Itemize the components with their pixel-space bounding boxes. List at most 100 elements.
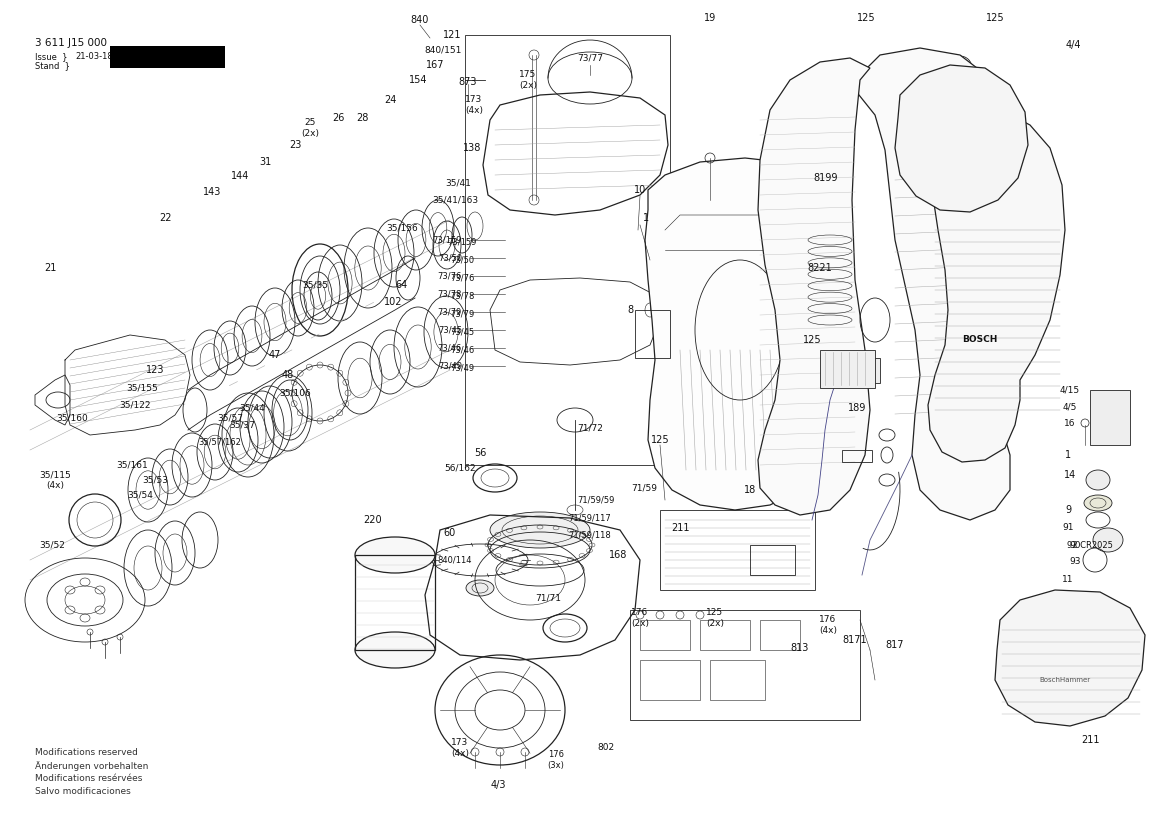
Text: 18: 18 [743, 485, 756, 495]
Bar [1090, 390, 1130, 445]
Bar [630, 610, 860, 720]
Text: 220: 220 [364, 515, 382, 525]
Bar [710, 660, 765, 700]
Text: 73/49: 73/49 [438, 362, 462, 371]
Polygon shape [928, 108, 1065, 462]
Text: 71/59/117: 71/59/117 [568, 514, 611, 523]
Text: Modifications resérvées: Modifications resérvées [35, 774, 143, 783]
Text: 873: 873 [458, 77, 477, 87]
Text: 64: 64 [396, 280, 408, 290]
Text: 91: 91 [1063, 524, 1074, 533]
Text: 168: 168 [609, 550, 628, 560]
Text: 21: 21 [43, 263, 56, 273]
Text: 173
(4x): 173 (4x) [465, 95, 483, 115]
Text: 144: 144 [230, 171, 249, 181]
Text: 9: 9 [1065, 505, 1071, 515]
Ellipse shape [1093, 528, 1123, 552]
Text: 817: 817 [886, 640, 905, 650]
Text: 73/79: 73/79 [437, 307, 462, 316]
Text: 123: 123 [146, 365, 165, 375]
Text: 56: 56 [473, 448, 486, 458]
Text: 35/156: 35/156 [386, 224, 417, 232]
Text: 73/78: 73/78 [437, 289, 462, 298]
Text: 73/77: 73/77 [577, 54, 603, 63]
Text: 1: 1 [1065, 450, 1071, 460]
Text: 73/76: 73/76 [450, 273, 475, 282]
Text: 60: 60 [444, 528, 456, 538]
Ellipse shape [355, 632, 435, 668]
Text: BOSCH: BOSCH [962, 335, 997, 344]
Text: 73/45: 73/45 [438, 325, 462, 335]
Text: 73/46: 73/46 [450, 345, 475, 354]
Text: 10: 10 [634, 185, 646, 195]
Bar [760, 620, 800, 650]
Text: 4/4: 4/4 [1065, 40, 1081, 50]
Text: 125
(2x): 125 (2x) [706, 608, 724, 628]
Text: 211: 211 [1081, 735, 1099, 745]
Text: 4/5: 4/5 [1063, 402, 1077, 411]
Bar [355, 555, 435, 650]
Text: 173
(4x): 173 (4x) [451, 738, 469, 757]
Text: 176
(3x): 176 (3x) [547, 750, 565, 770]
Text: Fig./Abb. 1: Fig./Abb. 1 [126, 50, 208, 64]
Text: 73/159: 73/159 [448, 238, 477, 246]
Bar [639, 660, 700, 700]
Text: 73/45: 73/45 [450, 327, 475, 336]
Text: 1: 1 [643, 213, 649, 223]
Text: 840/114: 840/114 [437, 556, 472, 564]
Text: 73/49: 73/49 [450, 363, 475, 373]
Text: 71/59/118: 71/59/118 [568, 530, 611, 539]
Text: 8: 8 [627, 305, 634, 315]
Text: 26: 26 [332, 113, 344, 123]
Text: Stand  }: Stand } [35, 61, 70, 70]
Text: 35/52: 35/52 [39, 540, 65, 549]
Text: Änderungen vorbehalten: Änderungen vorbehalten [35, 761, 148, 771]
Text: 8171: 8171 [843, 635, 867, 645]
Text: 35/44: 35/44 [240, 403, 265, 412]
Text: 167: 167 [426, 60, 444, 70]
Text: 21-03-18: 21-03-18 [75, 52, 112, 61]
FancyBboxPatch shape [110, 46, 224, 68]
Bar [750, 545, 795, 575]
Text: 31: 31 [258, 157, 271, 167]
Bar [465, 35, 670, 465]
Text: 175
(2x): 175 (2x) [519, 70, 537, 90]
Bar [842, 450, 872, 462]
Bar [660, 510, 815, 590]
Text: 35/41/163: 35/41/163 [431, 196, 478, 205]
Text: 138: 138 [463, 143, 482, 153]
Bar [700, 620, 750, 650]
Text: 71/72: 71/72 [577, 424, 603, 433]
Polygon shape [895, 65, 1028, 212]
Text: 47: 47 [269, 350, 282, 360]
Polygon shape [995, 590, 1144, 726]
Text: 73/78: 73/78 [450, 292, 475, 301]
Bar [819, 350, 876, 388]
Text: 73/46: 73/46 [437, 344, 462, 353]
Text: 19: 19 [704, 13, 717, 23]
Text: 90: 90 [1070, 540, 1081, 549]
Text: 73/50: 73/50 [438, 254, 462, 263]
Polygon shape [645, 158, 838, 510]
Text: 35/35: 35/35 [302, 281, 328, 289]
Text: 35/57/162: 35/57/162 [199, 438, 242, 447]
Text: 22: 22 [159, 213, 171, 223]
Text: 71/59/59: 71/59/59 [577, 496, 615, 505]
Text: 73/50: 73/50 [450, 255, 475, 264]
Text: 125: 125 [803, 335, 822, 345]
Ellipse shape [490, 512, 590, 548]
Text: 4/3: 4/3 [490, 780, 506, 790]
Text: 71/71: 71/71 [535, 594, 561, 602]
Text: 35/57: 35/57 [217, 414, 243, 423]
Text: 3 611 J15 000: 3 611 J15 000 [35, 38, 108, 48]
Text: 189: 189 [848, 403, 866, 413]
Text: 35/122: 35/122 [119, 401, 151, 410]
Text: 35/41: 35/41 [445, 178, 471, 188]
Ellipse shape [1084, 495, 1112, 511]
Bar [838, 358, 880, 383]
Text: 25
(2x): 25 (2x) [300, 118, 319, 138]
Text: 35/54: 35/54 [127, 491, 153, 500]
Text: 121: 121 [443, 30, 462, 40]
Bar [639, 620, 690, 650]
Text: Salvo modificaciones: Salvo modificaciones [35, 787, 131, 796]
